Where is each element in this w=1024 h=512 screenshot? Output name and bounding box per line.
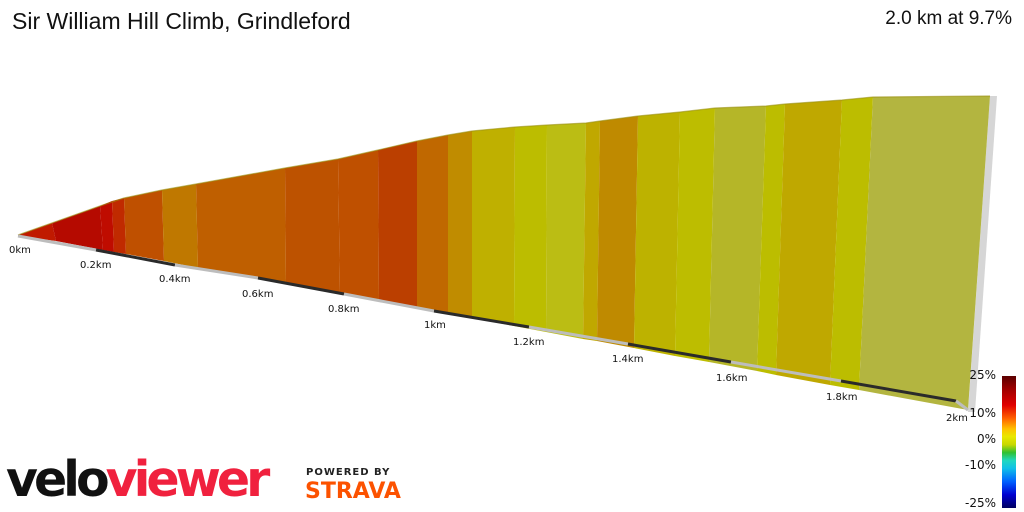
tick-label: 0.8km [328,304,359,315]
tick-label: 0.6km [242,289,273,300]
tick-label: 0km [9,245,31,256]
profile-top-edge [17,95,991,236]
tick-label: 1km [424,320,446,331]
chart-title: Sir William Hill Climb, Grindleford [12,8,351,34]
gradient-segments [18,96,990,410]
logo-velo: velo [6,451,110,508]
distance-axis [17,234,969,412]
climb-summary: 2.0 km at 9.7% [885,8,1012,29]
legend-label-0: 0% [976,432,996,446]
distance-tick-labels: 0km 0.2km 0.4km 0.6km 0.8km 1km 1.2km 1.… [9,245,968,424]
profile-end-face [968,96,997,412]
tick-label: 2km [946,413,968,424]
tick-label: 1.2km [513,337,544,348]
tick-label: 1.4km [612,354,643,365]
tick-label: 1.8km [826,392,857,403]
powered-by-label: POWERED BY [306,467,391,478]
tick-label: 1.6km [716,373,747,384]
veloviewer-logo: veloviewer [6,450,271,510]
logo-viewer: viewer [105,451,271,508]
legend-label-10: 10% [969,406,996,420]
legend-label-neg10: -10% [964,458,996,472]
legend-label-neg25: -25% [964,496,996,510]
tick-label: 0.2km [80,260,111,271]
tick-label: 0.4km [159,274,190,285]
legend-label-25: 25% [969,368,996,382]
gradient-color-legend [1002,376,1016,508]
strava-logo: STRAVA [305,479,401,504]
